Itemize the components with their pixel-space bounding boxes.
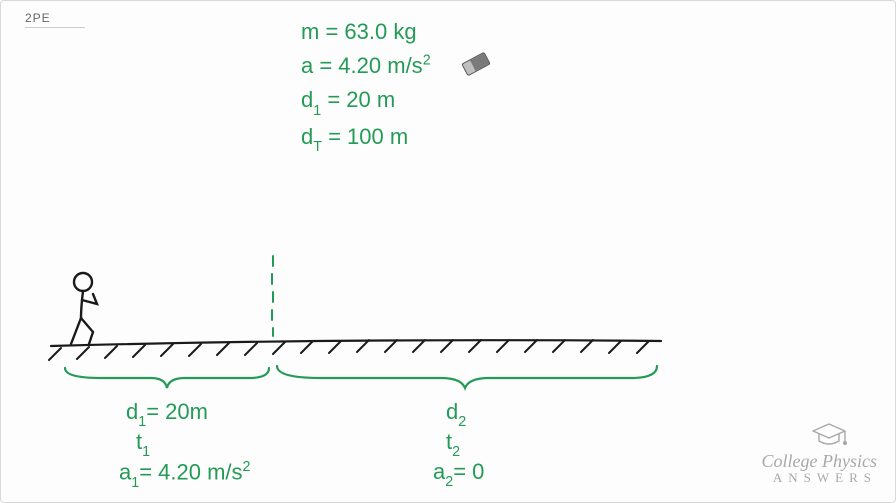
- eq-d1-rest: = 20 m: [321, 87, 395, 112]
- brace-d2: [277, 366, 657, 388]
- annot-d2-sub: 2: [458, 414, 466, 430]
- annot-a1-mid: = 4.20 m/s: [139, 459, 242, 484]
- runner-stick-figure: [71, 273, 97, 344]
- eq-dT: dT = 100 m: [301, 120, 431, 157]
- eq-dT-rest: = 100 m: [322, 124, 408, 149]
- eq-d1-var: d: [301, 87, 313, 112]
- annot-a2: a2= 0: [433, 459, 484, 488]
- annot-d1-rest: = 20m: [146, 399, 208, 424]
- annot-d2-var: d: [446, 399, 458, 424]
- annot-a2-rest: = 0: [453, 459, 484, 484]
- annot-d2: d2: [446, 399, 466, 428]
- problem-number-label: 2PE: [25, 11, 85, 28]
- eq-mass: m = 63.0 kg: [301, 15, 431, 49]
- eq-d1-sub: 1: [313, 103, 321, 119]
- watermark: College Physics ANSWERS: [762, 451, 877, 486]
- annot-t2: t2: [446, 429, 460, 458]
- eq-dT-var: d: [301, 124, 313, 149]
- annot-t2-sub: 2: [452, 444, 460, 460]
- eq-accel-exp: 2: [423, 53, 431, 69]
- given-equations: m = 63.0 kg a = 4.20 m/s2 d1 = 20 m dT =…: [301, 15, 431, 156]
- ground-line: [51, 340, 661, 346]
- eq-d1: d1 = 20 m: [301, 83, 431, 120]
- graduation-cap-icon: [809, 421, 849, 449]
- watermark-subtitle: ANSWERS: [762, 470, 877, 486]
- sprint-diagram: [41, 246, 671, 406]
- annot-a2-var: a: [433, 459, 445, 484]
- annot-a1-exp: 2: [243, 459, 251, 475]
- eq-dT-sub: T: [313, 139, 322, 155]
- brace-d1: [65, 368, 269, 388]
- annot-a1: a1= 4.20 m/s2: [119, 459, 251, 489]
- annot-t1: t1: [136, 429, 150, 458]
- eraser-cursor-icon: [461, 52, 491, 77]
- annot-a1-var: a: [119, 459, 131, 484]
- watermark-title: College Physics: [762, 451, 877, 472]
- eq-accel: a = 4.20 m/s2: [301, 49, 431, 83]
- annot-a2-sub: 2: [445, 474, 453, 490]
- d1-marker-dashed: [272, 256, 273, 336]
- annot-d1-sub: 1: [138, 414, 146, 430]
- eq-accel-main: a = 4.20 m/s: [301, 53, 423, 78]
- annot-d1-var: d: [126, 399, 138, 424]
- annot-a1-sub: 1: [131, 475, 139, 491]
- annot-d1: d1= 20m: [126, 399, 208, 428]
- annot-t1-sub: 1: [142, 444, 150, 460]
